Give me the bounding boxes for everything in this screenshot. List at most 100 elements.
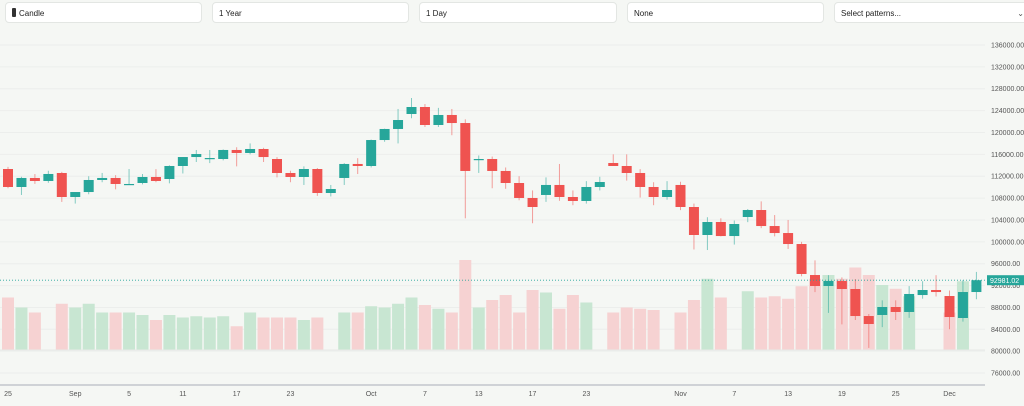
candle (796, 241, 807, 277)
volume-bar (28, 312, 41, 350)
volume-bar (2, 297, 14, 350)
candle (164, 165, 175, 184)
x-tick-label: 19 (838, 391, 846, 398)
candle (863, 314, 874, 348)
candle (931, 275, 942, 297)
volume-bar (687, 300, 700, 350)
candle (124, 169, 135, 186)
candle (272, 157, 282, 178)
candle-body (352, 163, 363, 166)
patterns-placeholder: Select patterns... (841, 9, 902, 18)
candle (836, 277, 847, 325)
volume-bar (351, 312, 364, 350)
indicator-select[interactable]: None (627, 2, 824, 23)
volume-bar (109, 312, 122, 350)
candle (406, 98, 417, 119)
candle (675, 181, 686, 211)
candle (715, 218, 726, 237)
volume-bar (55, 303, 68, 350)
patterns-select[interactable]: Select patterns... ⌄ (834, 2, 1024, 23)
candle-body (177, 157, 188, 166)
volume-bar (257, 317, 270, 350)
volume-bar (701, 278, 714, 350)
y-tick-label: 84000.00 (991, 327, 1020, 334)
candle (742, 209, 753, 223)
candle (756, 201, 767, 229)
candle-body (836, 280, 847, 290)
candle (890, 300, 901, 321)
candle (218, 149, 229, 161)
candle (581, 181, 592, 204)
y-tick-label: 96000.00 (991, 261, 1020, 268)
candlestick-icon (12, 8, 16, 17)
chart-type-select[interactable]: Candle (5, 2, 202, 23)
volume-bar (714, 297, 727, 350)
volume-bar (432, 308, 445, 350)
volume-bar (445, 312, 458, 350)
candle-body (339, 163, 350, 178)
candle (298, 166, 309, 185)
volume-bar (392, 303, 405, 350)
x-tick-label: 23 (582, 391, 590, 398)
y-tick-label: 104000.00 (991, 217, 1024, 224)
volume-bar (365, 306, 378, 350)
candle-body (715, 221, 726, 237)
candle-body (608, 162, 619, 166)
volume-bar (620, 307, 633, 350)
candle-body (258, 148, 269, 158)
y-tick-label: 108000.00 (991, 196, 1024, 203)
candle-body (164, 165, 175, 180)
candle (460, 119, 471, 219)
candle-body (312, 169, 323, 194)
candle-body (325, 189, 336, 194)
volume-bar (553, 308, 566, 350)
candle-body (917, 289, 928, 296)
candle-body (137, 176, 148, 183)
candle-body (890, 307, 901, 312)
volume-bar (459, 260, 472, 350)
candle-body (823, 280, 834, 287)
candle (177, 157, 188, 174)
volume-bar (674, 312, 687, 350)
x-tick-label: 17 (233, 391, 241, 398)
volume-bar (271, 317, 283, 350)
candle-body (124, 183, 135, 186)
candle (635, 169, 646, 198)
candle-body (218, 149, 229, 159)
candle (541, 177, 551, 202)
candle (810, 260, 820, 293)
x-tick-label: Oct (366, 391, 377, 398)
interval-select[interactable]: 1 Day (419, 2, 617, 23)
candle (850, 279, 861, 321)
candle-body (150, 176, 161, 181)
candle (904, 286, 915, 318)
x-tick-label: Sep (69, 391, 82, 398)
volume-bar (15, 307, 28, 350)
volume-bar (163, 315, 176, 350)
volume-bar (149, 320, 162, 350)
volume-bar (284, 317, 297, 350)
volume-bar (230, 326, 243, 350)
candle (83, 176, 94, 195)
candle (648, 182, 659, 206)
candle (594, 176, 605, 191)
candle (312, 168, 323, 196)
candle (419, 104, 430, 128)
candle (554, 163, 565, 201)
y-tick-label: 76000.00 (991, 371, 1020, 378)
x-tick-label: 5 (127, 391, 131, 398)
range-select[interactable]: 1 Year (212, 2, 409, 23)
volume-bar (741, 291, 754, 350)
candle (29, 174, 40, 184)
candle (567, 190, 578, 206)
candle-body (406, 107, 417, 114)
candle-body (3, 169, 13, 187)
interval-value: 1 Day (426, 9, 447, 18)
volume-bar (136, 315, 149, 350)
volume-bar (943, 312, 956, 350)
x-tick-label: 7 (423, 391, 427, 398)
candle-body (500, 170, 511, 183)
candle (137, 174, 148, 185)
candle (688, 203, 699, 250)
